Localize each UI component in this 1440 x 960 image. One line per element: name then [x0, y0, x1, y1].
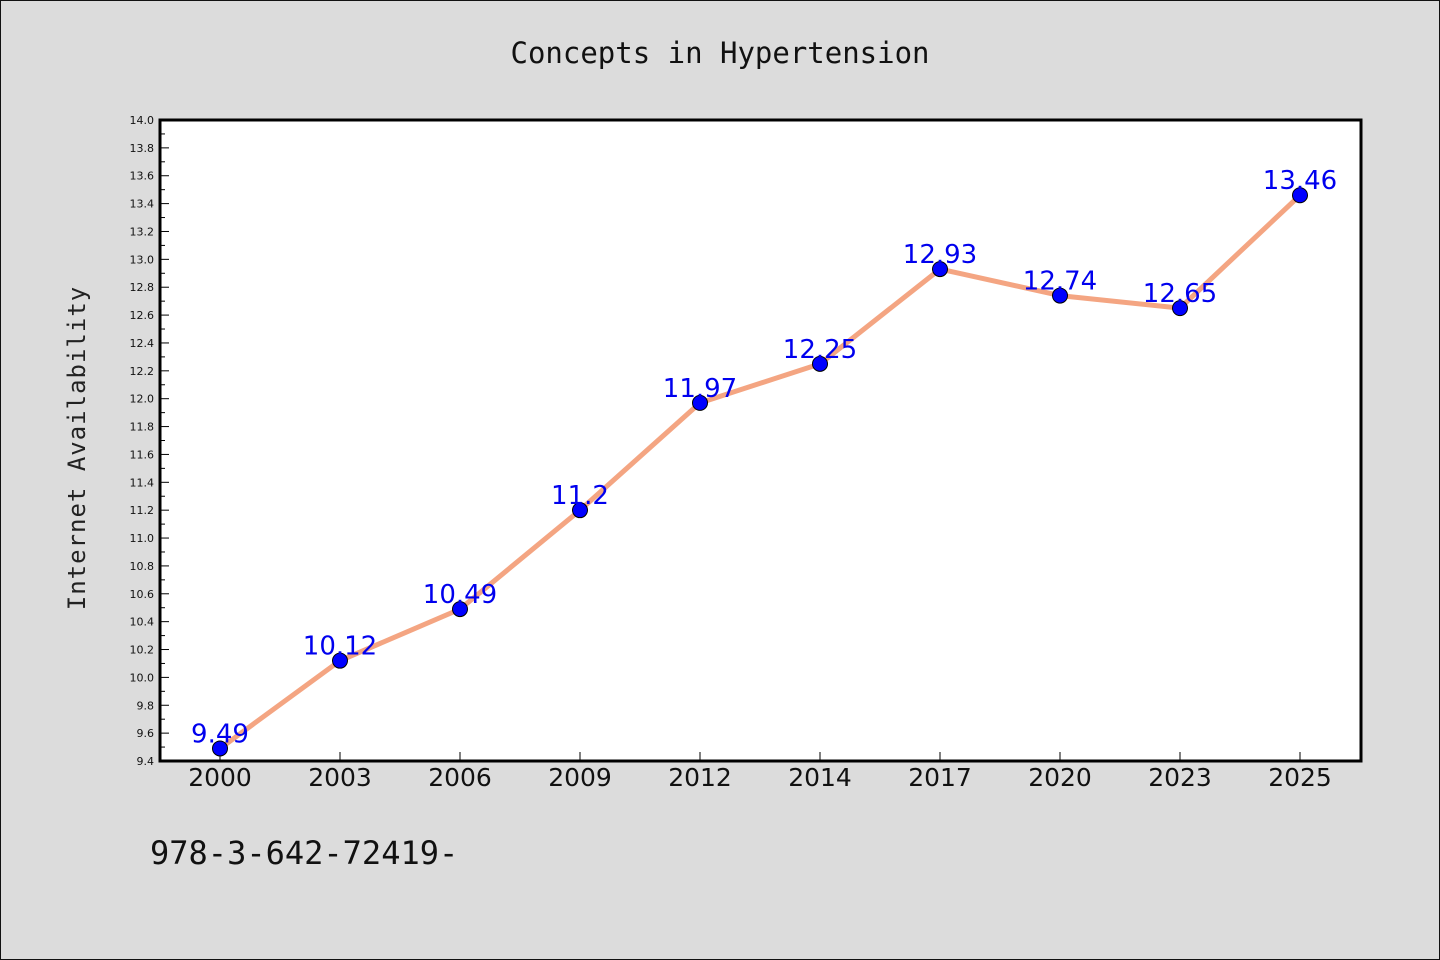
data-label: 11.2 — [551, 481, 609, 511]
x-tick-label: 2003 — [308, 763, 372, 792]
data-point — [212, 740, 228, 757]
data-label: 12.25 — [783, 335, 857, 365]
data-point — [332, 652, 348, 669]
chart-title: Concepts in Hypertension — [510, 36, 929, 70]
y-tick-label: 14.0 — [130, 114, 155, 127]
y-tick-label: 11.8 — [130, 421, 155, 434]
data-point — [572, 502, 588, 519]
x-tick-label: 2009 — [548, 763, 612, 792]
isbn-text: 978-3-642-72419- — [150, 834, 458, 872]
y-tick-label: 11.4 — [130, 476, 155, 489]
data-series — [212, 187, 1308, 757]
y-tick-label: 13.6 — [130, 170, 155, 183]
x-tick-label: 2017 — [908, 763, 972, 792]
data-labels: 9.49 10.12 10.49 11.2 11.97 12.25 12.93 12.74 12… — [191, 166, 1337, 749]
y-tick-label: 12.8 — [130, 281, 155, 294]
y-tick-label: 9.6 — [137, 727, 155, 740]
data-label: 10.12 — [303, 632, 377, 662]
y-tick-label: 13.4 — [130, 198, 155, 211]
y-tick-label: 13.8 — [130, 142, 155, 155]
y-tick-label: 12.6 — [130, 309, 155, 322]
x-tick-label: 2000 — [188, 763, 252, 792]
y-tick-label: 10.2 — [130, 644, 155, 657]
x-tick-label: 2023 — [1148, 763, 1212, 792]
data-label: 10.49 — [423, 580, 497, 610]
data-label: 13.46 — [1263, 166, 1337, 196]
x-tick-label: 2012 — [668, 763, 732, 792]
data-point — [692, 394, 708, 411]
x-tick-label: 2014 — [788, 763, 852, 792]
y-axis-ticks: 9.4 9.6 9.8 10.0 10.2 10.4 10.6 10.8 11.0 11.2 11.… — [130, 114, 169, 768]
data-label: 9.49 — [191, 719, 249, 749]
x-tick-label: 2025 — [1268, 763, 1332, 792]
data-point — [932, 261, 948, 278]
y-tick-label: 10.4 — [130, 616, 155, 629]
x-tick-label: 2006 — [428, 763, 492, 792]
x-axis-ticks: 2000 2003 2006 2009 2012 2014 2017 2020 2023 2025 — [188, 752, 1332, 792]
y-tick-label: 12.0 — [130, 393, 155, 406]
y-tick-label: 13.0 — [130, 253, 155, 266]
y-tick-label: 9.8 — [137, 699, 155, 712]
y-tick-label: 13.2 — [130, 225, 155, 238]
x-tick-label: 2020 — [1028, 763, 1092, 792]
data-point — [812, 355, 828, 372]
data-point — [1052, 287, 1068, 304]
y-axis-label: Internet Availability — [63, 286, 91, 610]
data-point — [1292, 187, 1308, 204]
series-line — [218, 193, 1302, 751]
y-tick-label: 10.6 — [130, 588, 155, 601]
y-tick-label: 11.6 — [130, 448, 155, 461]
data-label: 12.65 — [1143, 279, 1217, 309]
y-tick-label: 12.4 — [130, 337, 155, 350]
data-label: 12.93 — [903, 240, 977, 270]
data-point — [452, 601, 468, 618]
y-tick-label: 10.8 — [130, 560, 155, 573]
y-tick-label: 10.0 — [130, 671, 155, 684]
data-point — [1172, 300, 1188, 317]
y-tick-label: 11.2 — [130, 504, 155, 517]
data-label: 12.74 — [1023, 267, 1097, 297]
y-tick-label: 9.4 — [137, 755, 155, 768]
data-label: 11.97 — [663, 374, 737, 404]
y-tick-label: 11.0 — [130, 532, 155, 545]
y-tick-label: 12.2 — [130, 365, 155, 378]
